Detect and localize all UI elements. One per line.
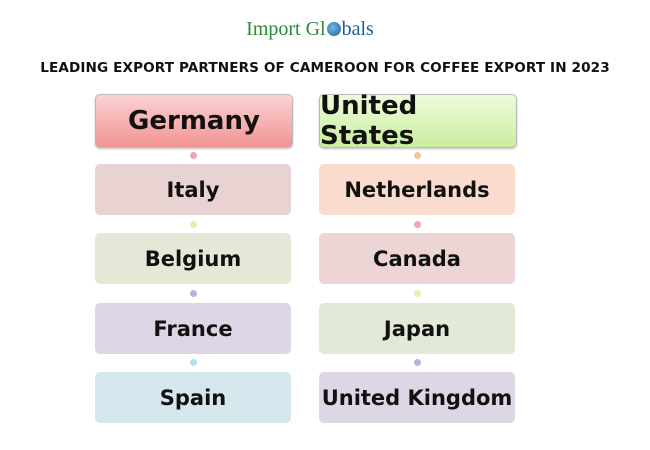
left-header-box: Germany xyxy=(95,94,293,148)
connector-dot xyxy=(190,221,197,228)
connector-dot xyxy=(190,359,197,366)
globe-icon xyxy=(326,22,341,36)
right-item-box: Canada xyxy=(319,233,515,284)
connector-dot xyxy=(414,152,421,159)
right-header-box: United States xyxy=(319,91,517,151)
connector-dot xyxy=(414,359,421,366)
logo-text: Import Gl xyxy=(246,18,326,40)
left-item-box: Italy xyxy=(95,164,291,215)
left-item-box: Spain xyxy=(95,372,291,423)
logo-text-end: bals xyxy=(341,18,374,40)
left-item-box: Belgium xyxy=(95,233,291,284)
connector-dot xyxy=(190,152,197,159)
logo: Import Gl bals xyxy=(0,18,620,41)
right-item-box: Netherlands xyxy=(319,164,515,215)
page-title: LEADING EXPORT PARTNERS OF CAMEROON FOR … xyxy=(40,60,610,76)
connector-dot xyxy=(414,221,421,228)
connector-dot xyxy=(414,290,421,297)
left-item-box: France xyxy=(95,303,291,354)
connector-dot xyxy=(190,290,197,297)
right-item-box: Japan xyxy=(319,303,515,354)
right-item-box: United Kingdom xyxy=(319,372,515,423)
